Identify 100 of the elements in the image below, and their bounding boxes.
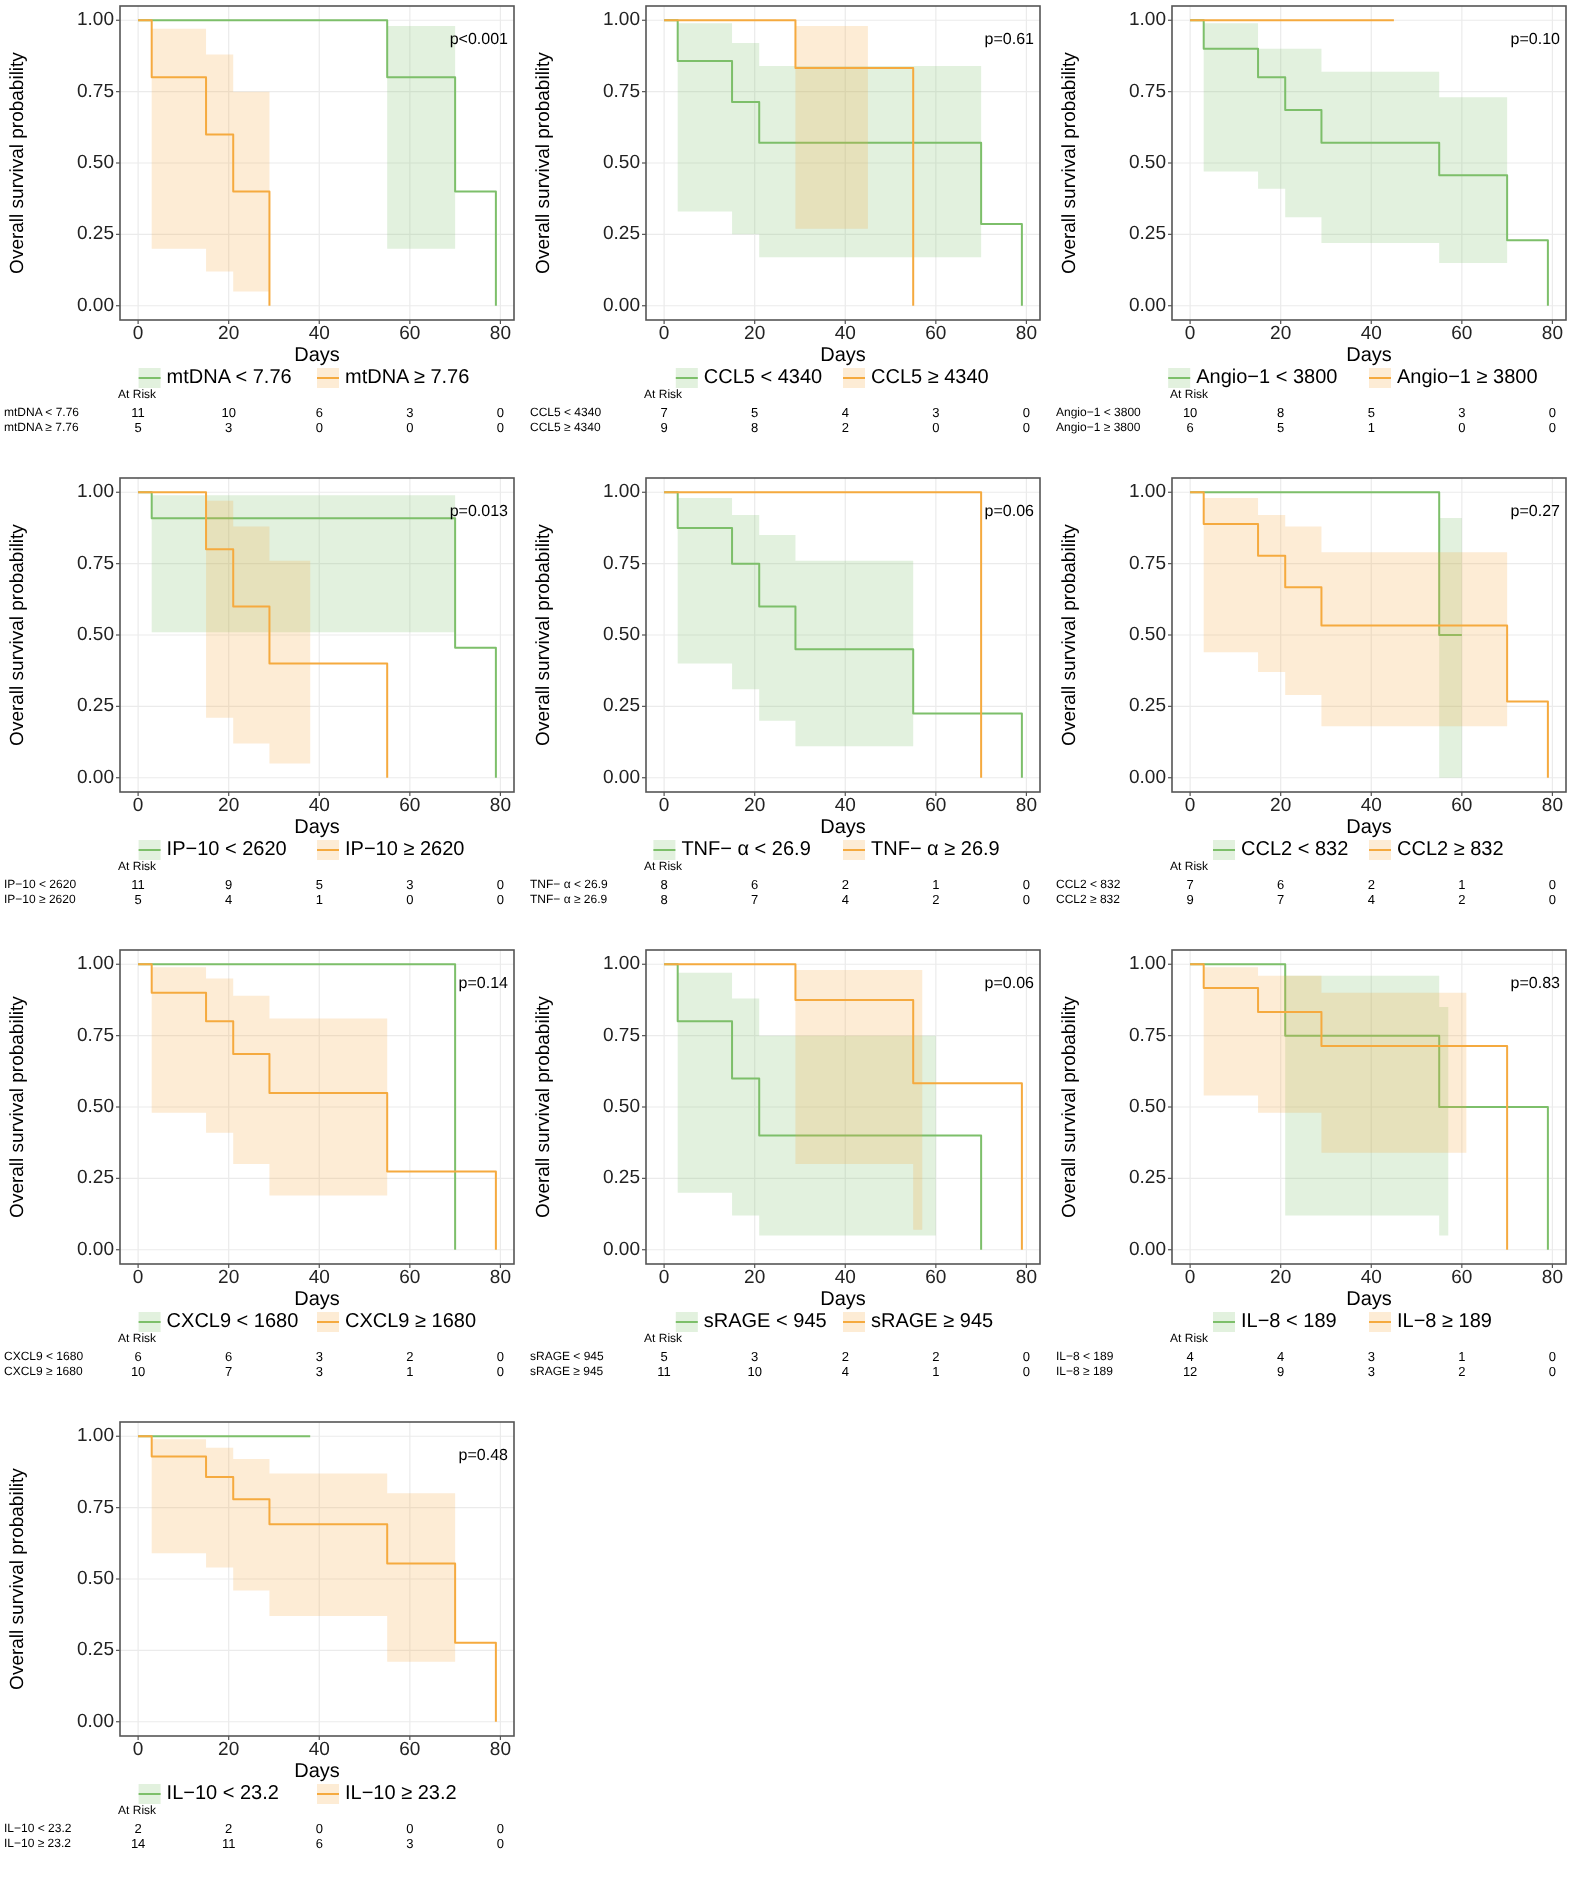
legend-label: mtDNA < 7.76 — [166, 367, 293, 389]
x-tick-label: 40 — [308, 1266, 330, 1289]
legend-label: IP−10 ≥ 2620 — [345, 839, 466, 861]
x-tick-label: 40 — [1360, 794, 1382, 817]
y-tick-label: 0.00 — [77, 294, 114, 317]
legend-label: IL−8 ≥ 189 — [1397, 1311, 1493, 1333]
x-tick-label: 40 — [834, 1266, 856, 1289]
annotation: p=0.27 — [1510, 502, 1562, 520]
x-axis-title: Days — [294, 1288, 340, 1311]
y-tick-label: 1.00 — [603, 953, 640, 976]
legend-label: IL−10 ≥ 23.2 — [345, 1783, 458, 1805]
x-tick-label: 80 — [1015, 322, 1037, 345]
y-tick-label: 0.25 — [1129, 1167, 1166, 1190]
x-tick-label: 20 — [744, 322, 766, 345]
y-tick-label: 0.75 — [77, 1496, 114, 1519]
x-tick-label: 80 — [489, 322, 511, 345]
x-tick-label: 20 — [1270, 1266, 1292, 1289]
y-tick-label: 0.50 — [77, 152, 114, 174]
legend-label: CCL5 < 4340 — [703, 367, 824, 389]
y-tick-label: 0.75 — [1129, 552, 1166, 575]
x-tick-label: 80 — [1015, 1266, 1037, 1289]
y-axis-title: Overall survival probability — [1059, 51, 1081, 274]
x-tick-label: 0 — [658, 794, 670, 817]
legend-label: IL−10 < 23.2 — [166, 1783, 280, 1805]
y-tick-label: 0.75 — [1129, 1024, 1166, 1047]
y-tick-label: 0.25 — [77, 1167, 114, 1190]
y-tick-label: 0.00 — [1129, 294, 1166, 317]
x-tick-label: 80 — [1541, 794, 1563, 817]
x-tick-label: 0 — [132, 1266, 144, 1289]
x-axis-title: Days — [820, 344, 866, 367]
x-tick-label: 80 — [489, 1738, 511, 1761]
y-tick-label: 0.75 — [77, 1024, 114, 1047]
x-tick-label: 60 — [399, 322, 421, 345]
legend-label: sRAGE ≥ 945 — [871, 1311, 995, 1333]
x-tick-label: 80 — [489, 794, 511, 817]
x-axis-title: Days — [294, 344, 340, 367]
y-tick-label: 0.25 — [603, 223, 640, 246]
legend-label: TNF− α ≥ 26.9 — [871, 839, 1001, 861]
y-tick-label: 0.50 — [603, 624, 640, 646]
y-tick-label: 0.00 — [603, 294, 640, 317]
legend-label: IP−10 < 2620 — [166, 839, 288, 861]
x-axis-title: Days — [1346, 1288, 1392, 1311]
x-tick-label: 20 — [218, 1266, 240, 1289]
y-tick-label: 1.00 — [77, 481, 114, 504]
legend-label: CXCL9 ≥ 1680 — [345, 1311, 477, 1333]
y-axis-title: Overall survival probability — [533, 51, 555, 274]
y-tick-label: 0.25 — [77, 695, 114, 718]
x-tick-label: 40 — [308, 322, 330, 345]
x-tick-label: 60 — [925, 1266, 947, 1289]
y-tick-label: 0.25 — [1129, 695, 1166, 718]
y-tick-label: 0.25 — [77, 223, 114, 246]
y-tick-label: 0.25 — [603, 695, 640, 718]
x-tick-label: 0 — [1184, 794, 1196, 817]
x-tick-label: 0 — [1184, 1266, 1196, 1289]
legend-label: CCL2 < 832 — [1241, 839, 1350, 861]
x-tick-label: 60 — [399, 794, 421, 817]
annotation: p=0.48 — [458, 1446, 510, 1464]
y-tick-label: 0.50 — [77, 624, 114, 646]
y-tick-label: 0.50 — [603, 1096, 640, 1118]
legend-label: CXCL9 < 1680 — [166, 1311, 300, 1333]
y-tick-label: 0.75 — [603, 1024, 640, 1047]
x-tick-label: 20 — [218, 322, 240, 345]
x-tick-label: 20 — [744, 1266, 766, 1289]
annotation: p=0.14 — [458, 974, 510, 992]
y-tick-label: 0.50 — [77, 1096, 114, 1118]
x-tick-label: 20 — [1270, 322, 1292, 345]
y-axis-title: Overall survival probability — [7, 995, 29, 1218]
x-tick-label: 0 — [658, 1266, 670, 1289]
y-tick-label: 0.00 — [77, 766, 114, 789]
legend-label: IL−8 < 189 — [1241, 1311, 1338, 1333]
legend-label: mtDNA ≥ 7.76 — [345, 367, 471, 389]
y-tick-label: 1.00 — [77, 1425, 114, 1448]
y-axis-title: Overall survival probability — [533, 995, 555, 1218]
y-axis-title: Overall survival probability — [1059, 995, 1081, 1218]
y-tick-label: 0.75 — [77, 80, 114, 103]
x-tick-label: 0 — [1184, 322, 1196, 345]
x-tick-label: 40 — [1360, 322, 1382, 345]
y-tick-label: 0.00 — [77, 1238, 114, 1261]
x-axis-title: Days — [294, 1760, 340, 1783]
legend-label: CCL2 ≥ 832 — [1397, 839, 1505, 861]
y-tick-label: 0.50 — [603, 152, 640, 174]
legend-label: Angio−1 < 3800 — [1196, 367, 1339, 389]
x-tick-label: 40 — [308, 1738, 330, 1761]
x-tick-label: 80 — [489, 1266, 511, 1289]
annotation: p=0.83 — [1510, 974, 1562, 992]
legend-label: sRAGE < 945 — [703, 1311, 828, 1333]
legend-label: TNF− α < 26.9 — [681, 839, 812, 861]
y-tick-label: 0.25 — [603, 1167, 640, 1190]
x-tick-label: 20 — [1270, 794, 1292, 817]
x-tick-label: 20 — [218, 794, 240, 817]
y-tick-label: 1.00 — [1129, 9, 1166, 32]
annotation: p<0.001 — [449, 30, 510, 48]
y-tick-label: 0.00 — [603, 1238, 640, 1261]
y-tick-label: 0.50 — [77, 1568, 114, 1590]
y-tick-label: 0.50 — [1129, 624, 1166, 646]
x-tick-label: 0 — [132, 322, 144, 345]
y-tick-label: 0.00 — [1129, 1238, 1166, 1261]
y-axis-title: Overall survival probability — [7, 1467, 29, 1690]
y-axis-title: Overall survival probability — [1059, 523, 1081, 746]
x-tick-label: 80 — [1541, 1266, 1563, 1289]
